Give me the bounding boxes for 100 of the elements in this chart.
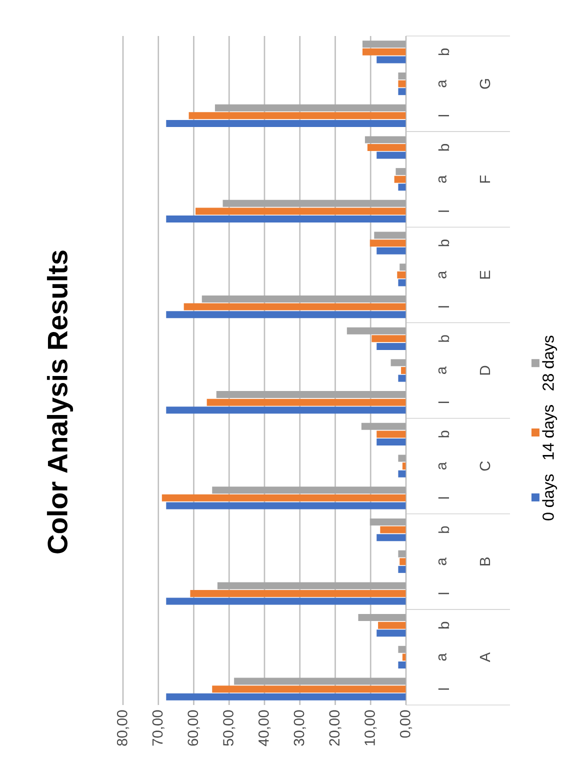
bar <box>398 566 406 573</box>
bar <box>166 502 406 510</box>
bar <box>166 406 406 414</box>
bar <box>398 80 406 88</box>
bar <box>212 486 406 494</box>
bar <box>166 598 406 605</box>
bar <box>362 40 406 48</box>
bar <box>234 678 406 685</box>
y-tick-label: b <box>438 144 450 151</box>
y-tick-label: b <box>438 526 450 533</box>
y-tick-label: b <box>438 430 450 438</box>
x-tick-label: 0,00 <box>400 710 412 738</box>
bar <box>398 374 406 382</box>
bar <box>398 662 406 669</box>
bar <box>390 359 406 366</box>
y-tick-label: b <box>438 622 450 628</box>
bar <box>196 208 406 215</box>
y-tick-label: a <box>438 366 446 374</box>
bar <box>188 112 406 120</box>
bar <box>401 366 406 374</box>
x-tick-label: 30,00 <box>294 710 306 746</box>
y-tick-label: l <box>438 210 450 212</box>
y-tick-label: l <box>438 402 450 403</box>
y-tick-label: a <box>438 653 446 661</box>
bar <box>206 398 406 406</box>
text: E <box>480 270 490 279</box>
y-tick-label: l <box>438 592 450 594</box>
y-tick-label: a <box>438 80 446 88</box>
x-tick-label: 80,00 <box>116 710 130 746</box>
bar <box>212 686 406 693</box>
bar <box>376 534 406 542</box>
bar <box>374 232 406 239</box>
bar <box>400 558 406 566</box>
bar <box>370 518 406 526</box>
bar <box>398 72 406 80</box>
bar <box>364 136 406 144</box>
text: B <box>480 558 490 566</box>
bar <box>162 494 406 502</box>
y-tick-label: a <box>438 175 446 183</box>
bar <box>166 120 406 127</box>
y-tick-label: b <box>438 48 450 56</box>
bar <box>398 550 406 558</box>
bar <box>398 88 406 96</box>
bar <box>400 264 406 271</box>
bar <box>376 630 406 637</box>
y-tick-label: l <box>438 497 450 499</box>
bar <box>398 184 406 191</box>
y-tick-label: a <box>438 270 446 278</box>
bar <box>346 327 406 334</box>
bar <box>376 342 406 350</box>
y-tick-label: b <box>438 335 450 342</box>
bar <box>361 422 406 430</box>
bar <box>376 438 406 446</box>
bar <box>214 104 406 112</box>
bar <box>166 693 406 700</box>
x-tick-label: 10,00 <box>364 710 377 746</box>
y-tick-label: a <box>438 558 446 566</box>
y-tick-label: b <box>438 240 450 246</box>
x-tick-label: 60,00 <box>188 710 200 746</box>
y-tick-label: l <box>438 306 450 308</box>
bar <box>398 470 406 478</box>
bar <box>367 144 406 151</box>
text: G <box>480 79 490 89</box>
text: D <box>480 366 490 375</box>
bar <box>397 271 406 278</box>
bar <box>398 279 406 286</box>
legend-label: 14 days <box>542 405 558 460</box>
bar <box>398 646 406 653</box>
bar <box>398 454 406 462</box>
text: A <box>480 652 490 662</box>
x-tick-label: 70,00 <box>152 710 164 746</box>
bar <box>376 430 406 438</box>
bar <box>380 526 406 534</box>
y-tick-label: a <box>438 462 446 470</box>
legend-label: 0 days <box>542 474 558 520</box>
bar <box>394 176 406 183</box>
bar <box>166 311 406 318</box>
y-tick-label: l <box>438 114 450 116</box>
bar <box>222 200 406 207</box>
x-tick-label: 20,00 <box>329 710 342 746</box>
bar <box>217 582 406 590</box>
bar <box>376 152 406 159</box>
bar <box>216 391 406 398</box>
bar <box>370 240 406 247</box>
bar <box>396 168 406 176</box>
bar <box>358 614 406 622</box>
text: F <box>480 175 490 183</box>
text: Color Analysis Results <box>46 250 74 554</box>
bar <box>190 590 406 597</box>
text: C <box>480 461 490 471</box>
bar <box>202 295 406 302</box>
bar <box>166 216 406 223</box>
bar <box>184 303 406 310</box>
x-tick-label: 40,00 <box>258 710 271 746</box>
bar <box>376 56 406 64</box>
bar <box>362 48 406 56</box>
legend-label: 28 days <box>542 336 558 390</box>
bar <box>378 622 406 629</box>
y-tick-label: l <box>438 688 450 690</box>
x-tick-label: 50,00 <box>223 710 236 746</box>
